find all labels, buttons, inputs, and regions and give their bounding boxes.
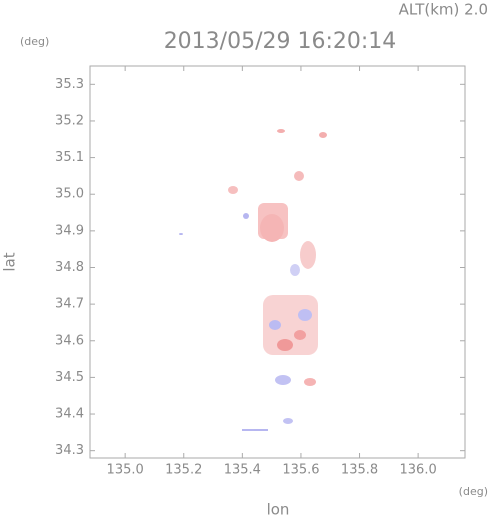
y-tick-label: 35.1 [55,150,84,165]
y-tick-label: 34.9 [55,223,84,238]
x-tick-label: 135.4 [224,463,261,478]
altitude-label: ALT(km) 2.0 [399,1,488,19]
y-tick-label: 34.4 [55,407,84,422]
x-label: lon [267,501,290,519]
y-tick-label: 34.6 [55,333,84,348]
x-tick-label: 135.6 [282,463,319,478]
y-tick-label: 35.2 [55,113,84,128]
y-tick-label: 34.8 [55,260,84,275]
x-unit: (deg) [459,485,488,498]
y-label: lat [1,252,19,271]
chart-title: 2013/05/29 16:20:14 [164,29,397,54]
y-tick-label: 34.5 [55,370,84,385]
y-tick-label: 34.3 [55,443,84,458]
x-tick-label: 135.0 [107,463,144,478]
y-tick-label: 35.3 [55,77,84,92]
y-tick-label: 34.7 [55,297,84,312]
y-unit: (deg) [20,35,49,48]
y-tick-label: 35.0 [55,187,84,202]
x-tick-label: 135.2 [165,463,202,478]
echo-field [179,129,327,431]
x-tick-label: 135.8 [341,463,378,478]
plot-frame [89,65,466,459]
x-tick-label: 136.0 [400,463,437,478]
